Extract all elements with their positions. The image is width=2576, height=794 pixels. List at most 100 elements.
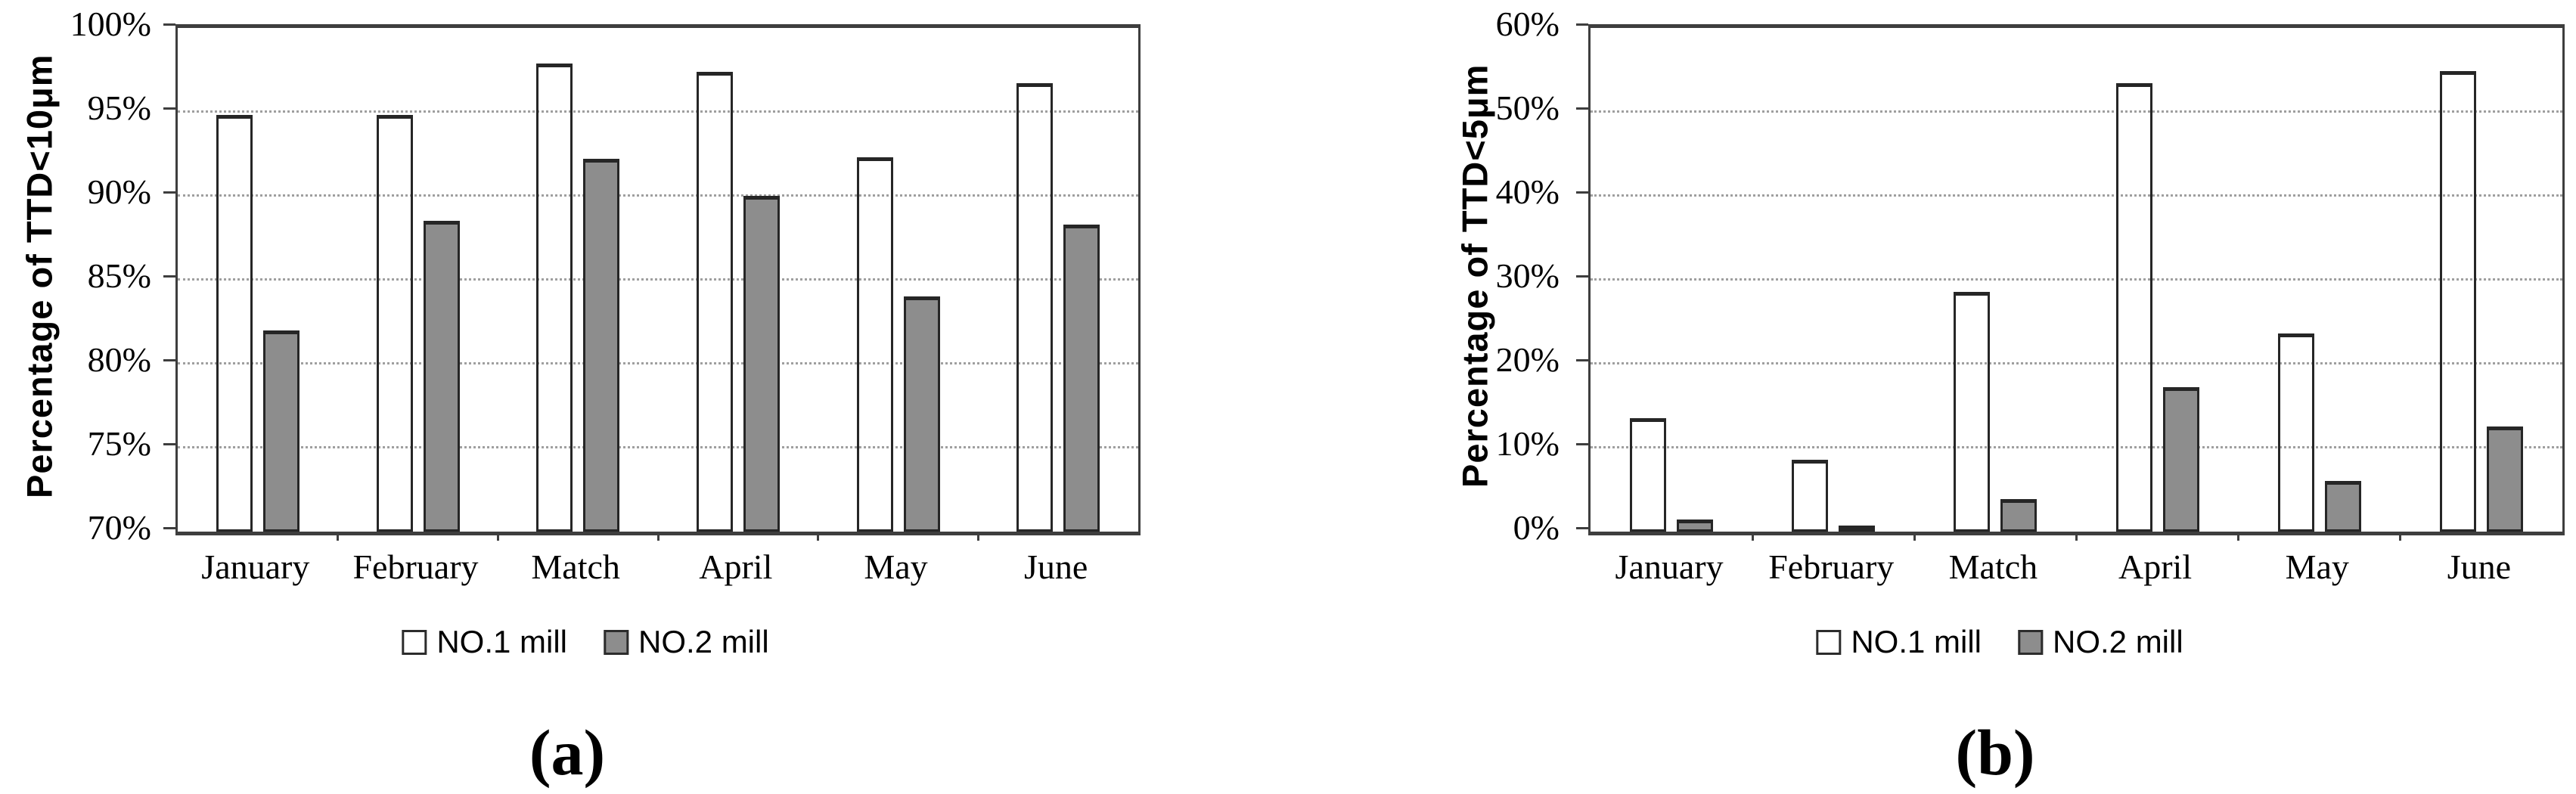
gridline	[1591, 362, 2562, 364]
plot-area	[175, 24, 1141, 541]
y-tick-label: 60%	[1495, 5, 1560, 43]
y-tick-mark	[163, 191, 175, 194]
y-tick-label: 85%	[87, 256, 151, 295]
gridline	[178, 362, 1138, 364]
y-tick-label: 0%	[1513, 508, 1560, 547]
x-category-label: June	[1023, 547, 1088, 586]
bar-no-2-mill-april	[743, 196, 780, 532]
legend-label: NO.2 mill	[638, 624, 769, 659]
x-category-label: January	[201, 547, 310, 586]
x-tick-mark	[496, 532, 499, 541]
y-tick-mark	[163, 359, 175, 361]
y-tick-mark	[163, 107, 175, 110]
y-tick-mark	[1576, 23, 1588, 26]
legend-swatch-no-1-mill	[402, 629, 427, 655]
y-tick-label: 10%	[1495, 424, 1560, 463]
plot-area	[1588, 24, 2565, 541]
x-tick-mark	[337, 532, 340, 541]
y-tick-label: 90%	[87, 172, 151, 211]
y-tick-label: 70%	[87, 508, 151, 547]
y-tick-label: 50%	[1495, 88, 1560, 127]
bar-no-1-mill-match	[536, 63, 573, 532]
x-category-label: Match	[531, 547, 620, 586]
bar-no-1-mill-match	[1954, 291, 1991, 532]
bar-no-1-mill-january	[216, 115, 253, 532]
y-tick-label: 30%	[1495, 256, 1560, 295]
legend-item-no-1-mill: NO.1 mill	[1816, 626, 1982, 658]
y-tick-label: 20%	[1495, 340, 1560, 379]
bar-no-2-mill-may	[2324, 481, 2361, 532]
x-category-label: January	[1615, 547, 1724, 586]
y-tick-label: 75%	[87, 424, 151, 463]
x-category-label: May	[864, 547, 928, 586]
gridline	[178, 110, 1138, 113]
bar-no-2-mill-february	[423, 221, 460, 532]
y-tick-label: 80%	[87, 340, 151, 379]
x-tick-mark	[976, 532, 979, 541]
bar-no-2-mill-april	[2162, 387, 2199, 532]
y-tick-label: 40%	[1495, 172, 1560, 211]
bar-no-2-mill-february	[1839, 526, 1876, 532]
x-category-label: February	[352, 547, 479, 586]
panel-caption: (b)	[1955, 716, 2035, 789]
y-tick-mark	[1576, 443, 1588, 445]
bar-no-2-mill-january	[262, 330, 299, 532]
x-tick-mark	[817, 532, 820, 541]
legend-label: NO.2 mill	[2053, 624, 2183, 659]
x-tick-mark	[2399, 532, 2402, 541]
x-category-label: May	[2285, 547, 2349, 586]
legend-item-no-2-mill: NO.2 mill	[604, 626, 769, 658]
x-tick-mark	[2237, 532, 2240, 541]
y-tick-mark	[1576, 107, 1588, 110]
legend-swatch-no-2-mill	[2018, 629, 2043, 655]
gridline	[1591, 446, 2562, 448]
y-tick-label: 100%	[70, 5, 151, 43]
gridline	[178, 278, 1138, 281]
gridline	[1591, 194, 2562, 197]
bar-no-2-mill-match	[583, 159, 620, 532]
y-tick-mark	[1576, 191, 1588, 194]
x-category-label: June	[2447, 547, 2512, 586]
legend-item-no-2-mill: NO.2 mill	[2018, 626, 2183, 658]
panel-caption: (a)	[529, 716, 606, 789]
legend-label: NO.1 mill	[1851, 624, 1982, 659]
bar-no-2-mill-january	[1677, 520, 1714, 532]
bar-no-1-mill-june	[1016, 83, 1054, 532]
x-tick-mark	[2075, 532, 2078, 541]
gridline	[1591, 278, 2562, 281]
legend: NO.1 mill NO.2 mill	[402, 626, 769, 658]
bar-no-1-mill-may	[2277, 333, 2314, 532]
bar-no-1-mill-february	[1792, 459, 1829, 532]
bar-no-2-mill-may	[903, 296, 940, 532]
y-tick-mark	[1576, 359, 1588, 361]
x-category-label: February	[1768, 547, 1895, 586]
legend-label: NO.1 mill	[436, 624, 567, 659]
y-tick-label: 95%	[87, 88, 151, 127]
x-tick-mark	[1751, 532, 1754, 541]
x-category-label: Match	[1948, 547, 2038, 586]
legend-item-no-1-mill: NO.1 mill	[402, 626, 567, 658]
x-tick-mark	[1913, 532, 1916, 541]
x-category-label: April	[2118, 547, 2193, 586]
bar-no-1-mill-april	[2115, 83, 2152, 532]
gridline	[178, 446, 1138, 448]
y-tick-mark	[1576, 275, 1588, 278]
bar-no-1-mill-june	[2439, 70, 2476, 532]
x-category-label: April	[699, 547, 773, 586]
gridline	[178, 194, 1138, 197]
bar-no-1-mill-january	[1630, 418, 1667, 532]
y-tick-mark	[163, 23, 175, 26]
bar-no-1-mill-february	[376, 115, 413, 532]
legend-swatch-no-2-mill	[604, 629, 628, 655]
bar-no-1-mill-april	[696, 71, 733, 532]
bar-no-1-mill-may	[856, 157, 893, 532]
bar-no-2-mill-june	[1063, 224, 1100, 532]
bar-no-2-mill-match	[2000, 498, 2038, 532]
y-tick-mark	[1576, 527, 1588, 529]
bar-no-2-mill-june	[2486, 426, 2523, 532]
y-tick-mark	[163, 527, 175, 529]
x-tick-mark	[656, 532, 660, 541]
